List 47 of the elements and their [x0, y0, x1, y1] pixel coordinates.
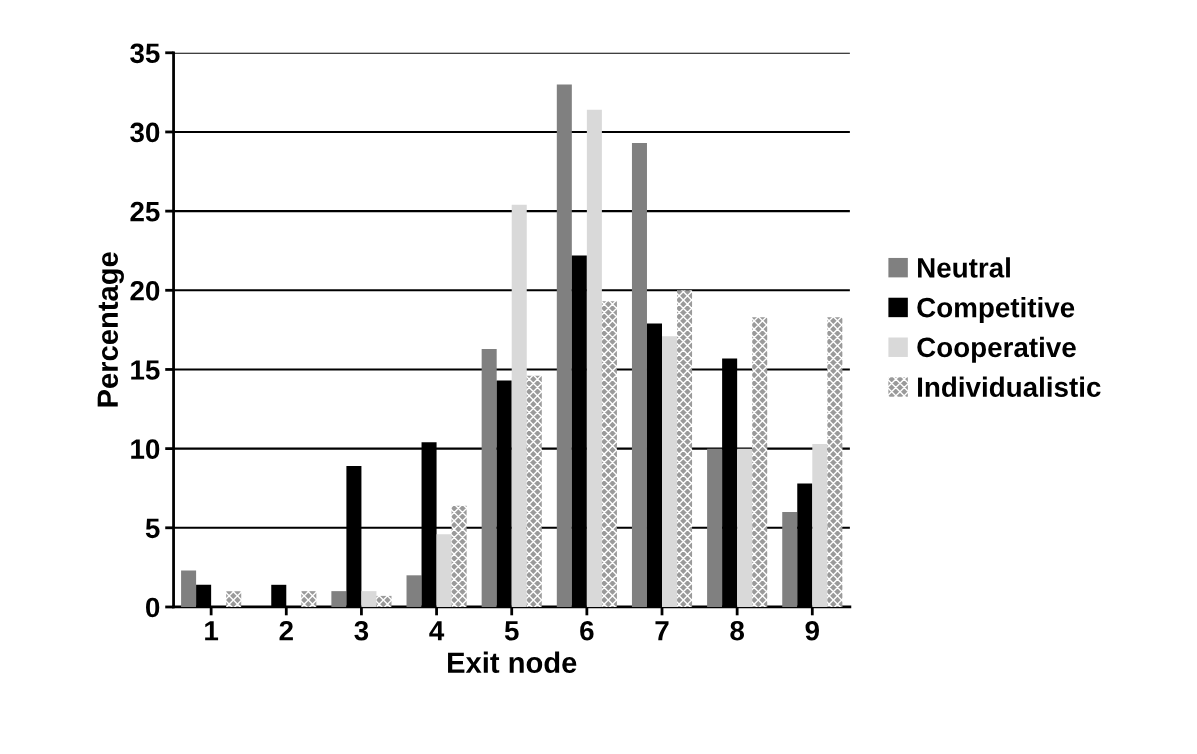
bar [601, 301, 617, 607]
y-tick-label: 20 [130, 280, 160, 301]
bar [737, 448, 753, 607]
x-axis-title: Exit node [448, 651, 577, 674]
bar [181, 570, 197, 607]
y-tick-label: 15 [131, 360, 160, 380]
bar [677, 290, 693, 607]
bar [586, 109, 602, 607]
bar [406, 575, 422, 607]
x-tick-label: 4 [429, 621, 445, 641]
y-axis-title: Percentage [97, 252, 124, 407]
bar [827, 317, 843, 607]
y-tick-label: 5 [145, 518, 160, 539]
bar [361, 591, 377, 607]
x-tick-label: 9 [805, 620, 819, 641]
bar [707, 448, 723, 607]
bar [556, 84, 572, 607]
x-tick-label: 7 [655, 621, 669, 641]
legend-label: Individualistic [918, 376, 1101, 398]
bar [226, 591, 242, 607]
bar [752, 317, 768, 607]
y-tick-label: 10 [131, 439, 160, 459]
bar [436, 534, 452, 607]
legend-label: Cooperative [917, 336, 1076, 363]
y-tick-label: 25 [130, 201, 160, 222]
x-tick-label: 8 [730, 620, 745, 641]
bar [331, 591, 347, 607]
x-tick-label: 2 [279, 620, 293, 641]
bar [812, 443, 828, 607]
bar [526, 375, 542, 607]
legend-label: Neutral [918, 257, 1010, 278]
x-tick-label: 3 [354, 620, 369, 641]
x-tick-label: 6 [580, 620, 594, 641]
bar [782, 511, 798, 607]
x-tick-label: 1 [205, 621, 219, 641]
bar [631, 143, 647, 607]
bar [511, 204, 527, 607]
y-tick-label: 35 [130, 43, 160, 64]
x-tick-label: 5 [504, 621, 519, 641]
legend-label: Competitive [917, 297, 1075, 323]
bar [481, 348, 497, 607]
bar [301, 591, 317, 607]
bar [451, 505, 467, 607]
bar [662, 336, 678, 607]
y-tick-label: 30 [130, 122, 160, 143]
bar [376, 595, 392, 607]
y-tick-label: 0 [146, 597, 160, 618]
